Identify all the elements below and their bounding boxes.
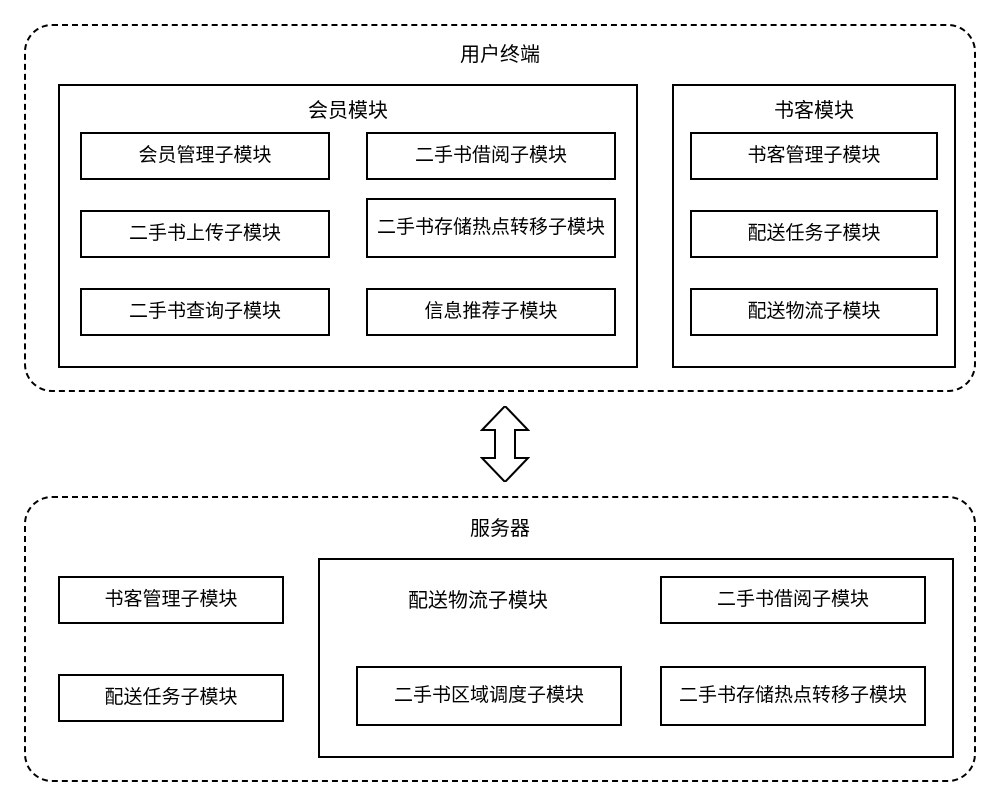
group-courier-module-title: 书客模块 — [674, 94, 954, 123]
cell-hotspot-transfer: 二手书存储热点转移子模块 — [366, 198, 616, 258]
cell-member-mgmt: 会员管理子模块 — [80, 132, 330, 180]
cell-srv-borrow: 二手书借阅子模块 — [660, 576, 926, 624]
cell-delivery-logistics: 配送物流子模块 — [690, 288, 938, 336]
diagram-canvas: 用户终端 会员模块 会员管理子模块 二手书上传子模块 二手书查询子模块 二手书借… — [20, 20, 980, 787]
panel-user-terminal-title: 用户终端 — [20, 38, 980, 67]
cell-srv-hotspot: 二手书存储热点转移子模块 — [660, 666, 926, 726]
cell-info-rec: 信息推荐子模块 — [366, 288, 616, 336]
cell-book-borrow: 二手书借阅子模块 — [366, 132, 616, 180]
cell-book-query: 二手书查询子模块 — [80, 288, 330, 336]
cell-srv-dispatch: 二手书区域调度子模块 — [356, 666, 622, 726]
cell-book-upload: 二手书上传子模块 — [80, 210, 330, 258]
cell-srv-delivery-task: 配送任务子模块 — [58, 674, 284, 722]
group-server-logistics-title: 配送物流子模块 — [318, 584, 638, 613]
group-member-module-title: 会员模块 — [60, 94, 636, 123]
panel-server-title: 服务器 — [20, 512, 980, 541]
cell-delivery-task: 配送任务子模块 — [690, 210, 938, 258]
cell-srv-courier-mgmt: 书客管理子模块 — [58, 576, 284, 624]
cell-courier-mgmt: 书客管理子模块 — [690, 132, 938, 180]
updown-arrow-icon — [480, 406, 530, 482]
